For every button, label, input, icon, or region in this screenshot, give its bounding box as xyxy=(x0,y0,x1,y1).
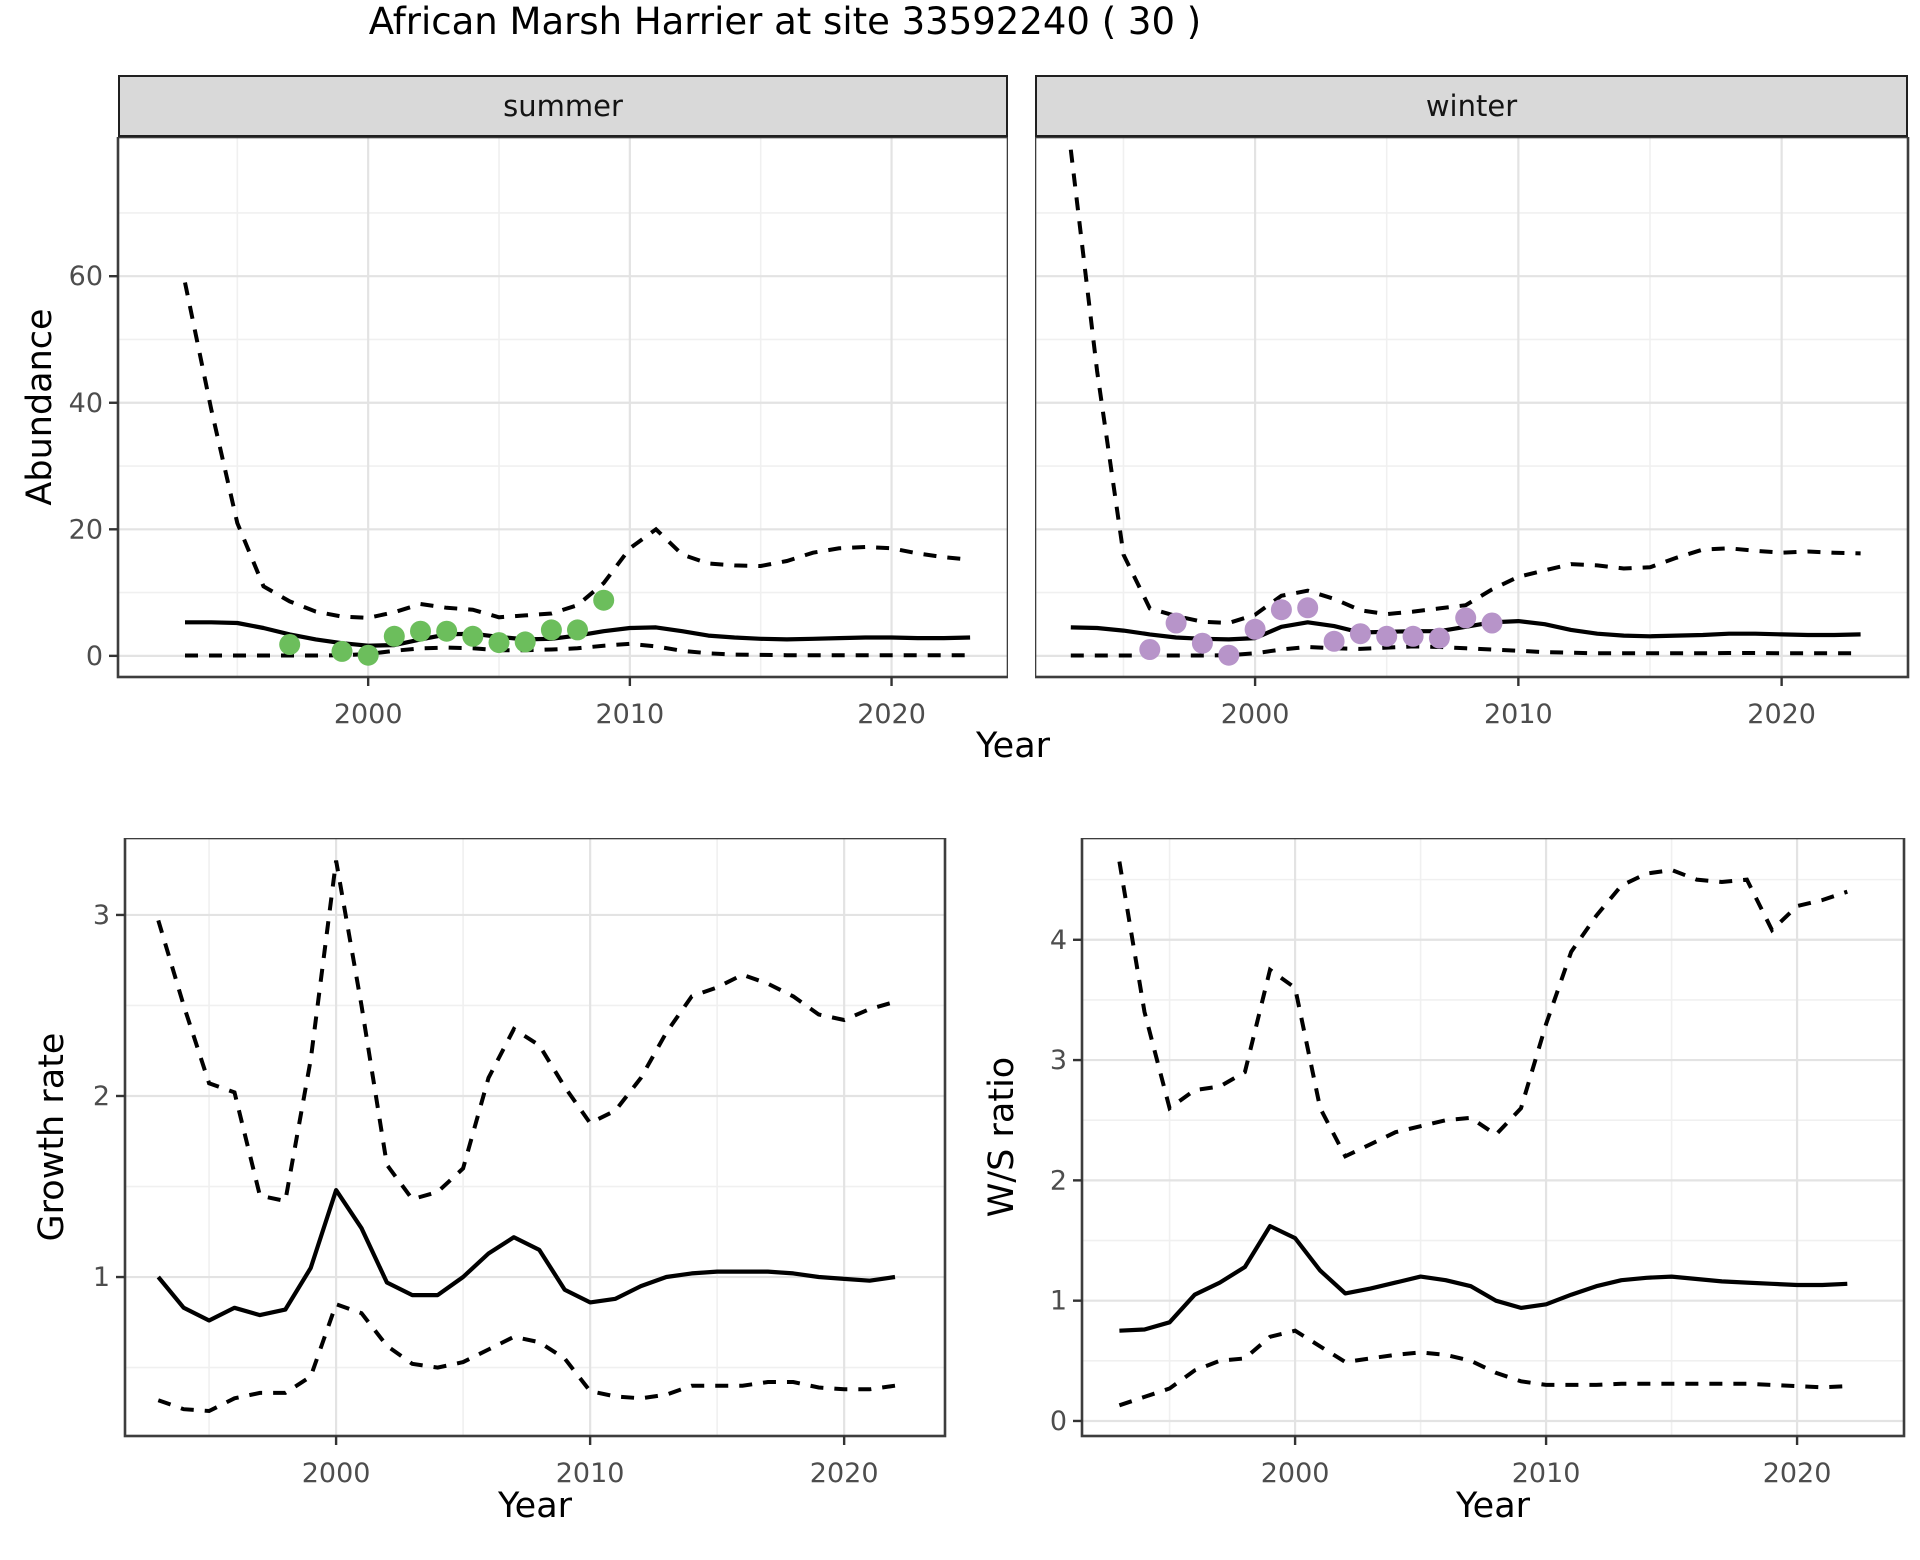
x-axis-label-growth-rate: Year xyxy=(497,1486,573,1526)
svg-text:40: 40 xyxy=(69,388,103,419)
facet-strip-winter-label: winter xyxy=(1425,89,1518,123)
svg-text:2010: 2010 xyxy=(1512,1458,1581,1489)
svg-text:1: 1 xyxy=(1050,1286,1067,1317)
svg-text:3: 3 xyxy=(93,900,110,931)
svg-text:2020: 2020 xyxy=(810,1458,879,1489)
svg-text:20: 20 xyxy=(69,514,103,545)
svg-text:60: 60 xyxy=(69,261,103,292)
svg-text:2010: 2010 xyxy=(1484,699,1553,730)
panel-abundance-summer: 2000 2010 2020 0 20 40 60 xyxy=(58,135,1010,757)
svg-text:2000: 2000 xyxy=(334,699,403,730)
svg-text:2020: 2020 xyxy=(1763,1458,1832,1489)
x-axis-label-ws-ratio: Year xyxy=(1455,1486,1531,1526)
y-axis-label-ws-ratio: W/S ratio xyxy=(982,1056,1022,1218)
facet-strip-summer-label: summer xyxy=(503,89,623,123)
svg-text:0: 0 xyxy=(1050,1406,1067,1437)
svg-text:3: 3 xyxy=(1050,1045,1067,1076)
svg-text:4: 4 xyxy=(1050,925,1067,956)
svg-text:2: 2 xyxy=(93,1081,110,1112)
panel-abundance-winter: 2000 2010 2020 xyxy=(1033,135,1920,757)
plot-title: African Marsh Harrier at site 33592240 (… xyxy=(368,0,1202,43)
svg-text:2020: 2020 xyxy=(857,699,926,730)
svg-text:2: 2 xyxy=(1050,1165,1067,1196)
panel-growth-rate: 2000 2010 2020 1 2 3 xyxy=(65,836,955,1518)
svg-text:1: 1 xyxy=(93,1262,110,1293)
y-axis-label-abundance: Abundance xyxy=(20,308,60,506)
svg-text:0: 0 xyxy=(86,641,103,672)
panel-ws-ratio: 2000 2010 2020 0 1 2 3 4 xyxy=(1022,836,1920,1518)
svg-text:2010: 2010 xyxy=(596,699,665,730)
svg-text:2000: 2000 xyxy=(1261,1458,1330,1489)
svg-text:2000: 2000 xyxy=(302,1458,371,1489)
svg-text:2000: 2000 xyxy=(1221,699,1290,730)
svg-text:2020: 2020 xyxy=(1747,699,1816,730)
x-axis-label-top: Year xyxy=(975,726,1051,766)
facet-strip-summer: summer xyxy=(118,75,1008,137)
facet-strip-winter: winter xyxy=(1035,75,1908,137)
svg-text:2010: 2010 xyxy=(556,1458,625,1489)
